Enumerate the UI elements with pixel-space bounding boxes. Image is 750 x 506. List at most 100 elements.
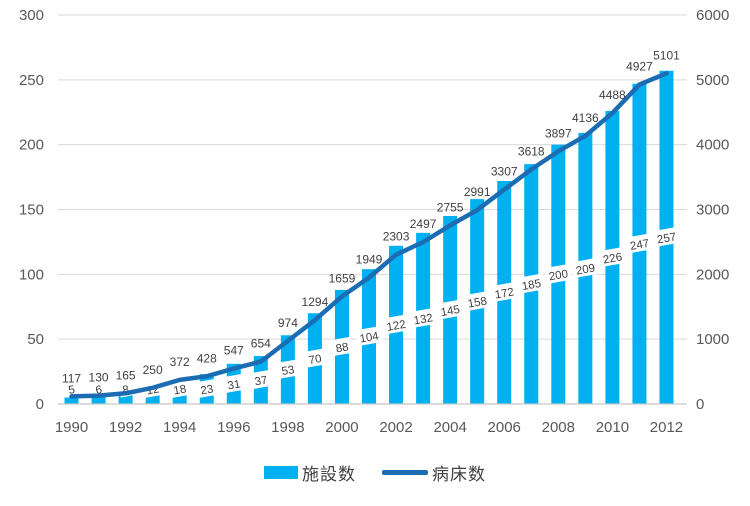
bar-label-1991: 6 [90,379,107,398]
svg-text:18: 18 [173,383,188,397]
y-left-tick-50: 50 [27,331,44,348]
svg-text:132: 132 [413,312,434,327]
legend-item-facilities: 施設数 [264,460,356,485]
bar-label-1997: 37 [249,369,272,390]
combo-chart-svg: 0501001502002503000100020003000400050006… [19,7,729,436]
y-left-tick-0: 0 [36,396,44,413]
bar-label-2005: 158 [462,290,492,312]
y-right-tick-6000: 6000 [696,7,729,24]
bar-label-2004: 145 [435,299,465,320]
line-label-2008: 3897 [545,126,572,140]
bar-label-1999: 70 [303,348,326,368]
line-label-1991: 130 [89,371,109,385]
legend-label-beds: 病床数 [432,465,486,484]
y-right-tick-2000: 2000 [696,266,729,283]
svg-text:122: 122 [386,319,407,334]
bar-label-1996: 31 [222,373,245,393]
svg-text:226: 226 [602,251,623,266]
gridlines: 0501001502002503000100020003000400050006… [19,7,729,413]
line-label-1995: 428 [197,351,217,365]
line-label-2007: 3618 [518,144,545,158]
bar-1992 [118,393,133,404]
chart-legend: 施設数 病床数 [0,460,750,485]
line-label-1993: 250 [143,363,163,377]
legend-bar-swatch-icon [264,466,298,479]
svg-text:70: 70 [308,353,323,367]
svg-text:200: 200 [548,268,569,283]
x-tick-1996: 1996 [217,419,250,436]
line-label-2009: 4136 [572,111,599,125]
line-label-2010: 4488 [599,88,626,102]
svg-text:145: 145 [440,304,461,319]
bar-label-2006: 172 [490,281,519,303]
line-label-2000: 1659 [329,271,356,285]
line-label-2011: 4927 [626,60,653,74]
beds-line [69,71,669,399]
bar-label-2001: 104 [354,325,384,347]
y-left-tick-300: 300 [19,7,44,24]
svg-text:247: 247 [629,238,650,253]
y-right-tick-4000: 4000 [696,137,729,154]
x-tick-2004: 2004 [433,419,466,436]
line-label-2012: 5101 [653,48,680,62]
svg-text:6: 6 [95,384,103,397]
bar-1991 [91,396,106,404]
bar-label-2002: 122 [381,314,411,335]
line-label-1996: 547 [224,344,244,358]
svg-text:88: 88 [335,341,350,355]
svg-text:257: 257 [656,231,677,246]
legend-label-facilities: 施設数 [302,465,356,484]
bar-label-2012: 257 [652,226,681,248]
legend-line-swatch-icon [382,470,428,475]
line-label-2002: 2303 [383,230,410,244]
y-right-tick-3000: 3000 [696,202,729,219]
legend-item-beds: 病床数 [382,460,486,485]
y-right-tick-0: 0 [696,396,704,413]
svg-text:5: 5 [68,384,76,397]
svg-text:37: 37 [254,374,269,388]
svg-text:8: 8 [122,384,130,397]
bar-label-2003: 132 [408,307,438,329]
y-left-tick-150: 150 [19,202,44,219]
y-left-tick-100: 100 [19,266,44,283]
svg-text:31: 31 [227,378,242,392]
x-tick-2008: 2008 [542,419,575,436]
line-label-1994: 372 [170,355,190,369]
line-label-2006: 3307 [491,165,518,179]
y-right-tick-1000: 1000 [696,331,729,348]
y-left-tick-250: 250 [19,72,44,89]
x-tick-2010: 2010 [596,419,629,436]
line-label-1992: 165 [116,368,136,382]
bar-label-2009: 209 [571,257,600,279]
bar-label-1998: 53 [276,359,299,379]
x-tick-2002: 2002 [379,419,412,436]
bar-label-2011: 247 [625,233,654,254]
svg-text:172: 172 [494,286,515,301]
svg-text:23: 23 [200,383,215,397]
x-tick-1992: 1992 [109,419,142,436]
bar-label-2010: 226 [598,246,627,268]
x-tick-1994: 1994 [163,419,196,436]
y-right-tick-5000: 5000 [696,72,729,89]
x-tick-2000: 2000 [325,419,358,436]
svg-text:104: 104 [359,330,381,345]
bar-label-2000: 88 [331,336,353,356]
bar-1990 [64,397,79,404]
bar-label-2007: 185 [517,273,546,294]
x-tick-labels: 1990 1992 1994 1996 1998 2000 2002 2004 2006 2008… [55,419,683,436]
plot-area: 0 50 100 150 200 250 300 0 1000 2000 3000 4000 5000 6… [19,7,729,436]
svg-text:158: 158 [467,295,488,310]
line-label-2004: 2755 [437,200,464,214]
bar-label-2008: 200 [544,263,573,284]
line-label-2003: 2497 [410,217,437,231]
bar-label-1990: 5 [63,379,80,398]
x-tick-2006: 2006 [488,419,521,436]
y-left-tick-200: 200 [19,137,44,154]
svg-text:185: 185 [521,278,542,293]
bar-label-1995: 23 [195,378,218,399]
line-label-1999: 1294 [302,295,329,309]
line-label-1990: 117 [62,371,81,385]
